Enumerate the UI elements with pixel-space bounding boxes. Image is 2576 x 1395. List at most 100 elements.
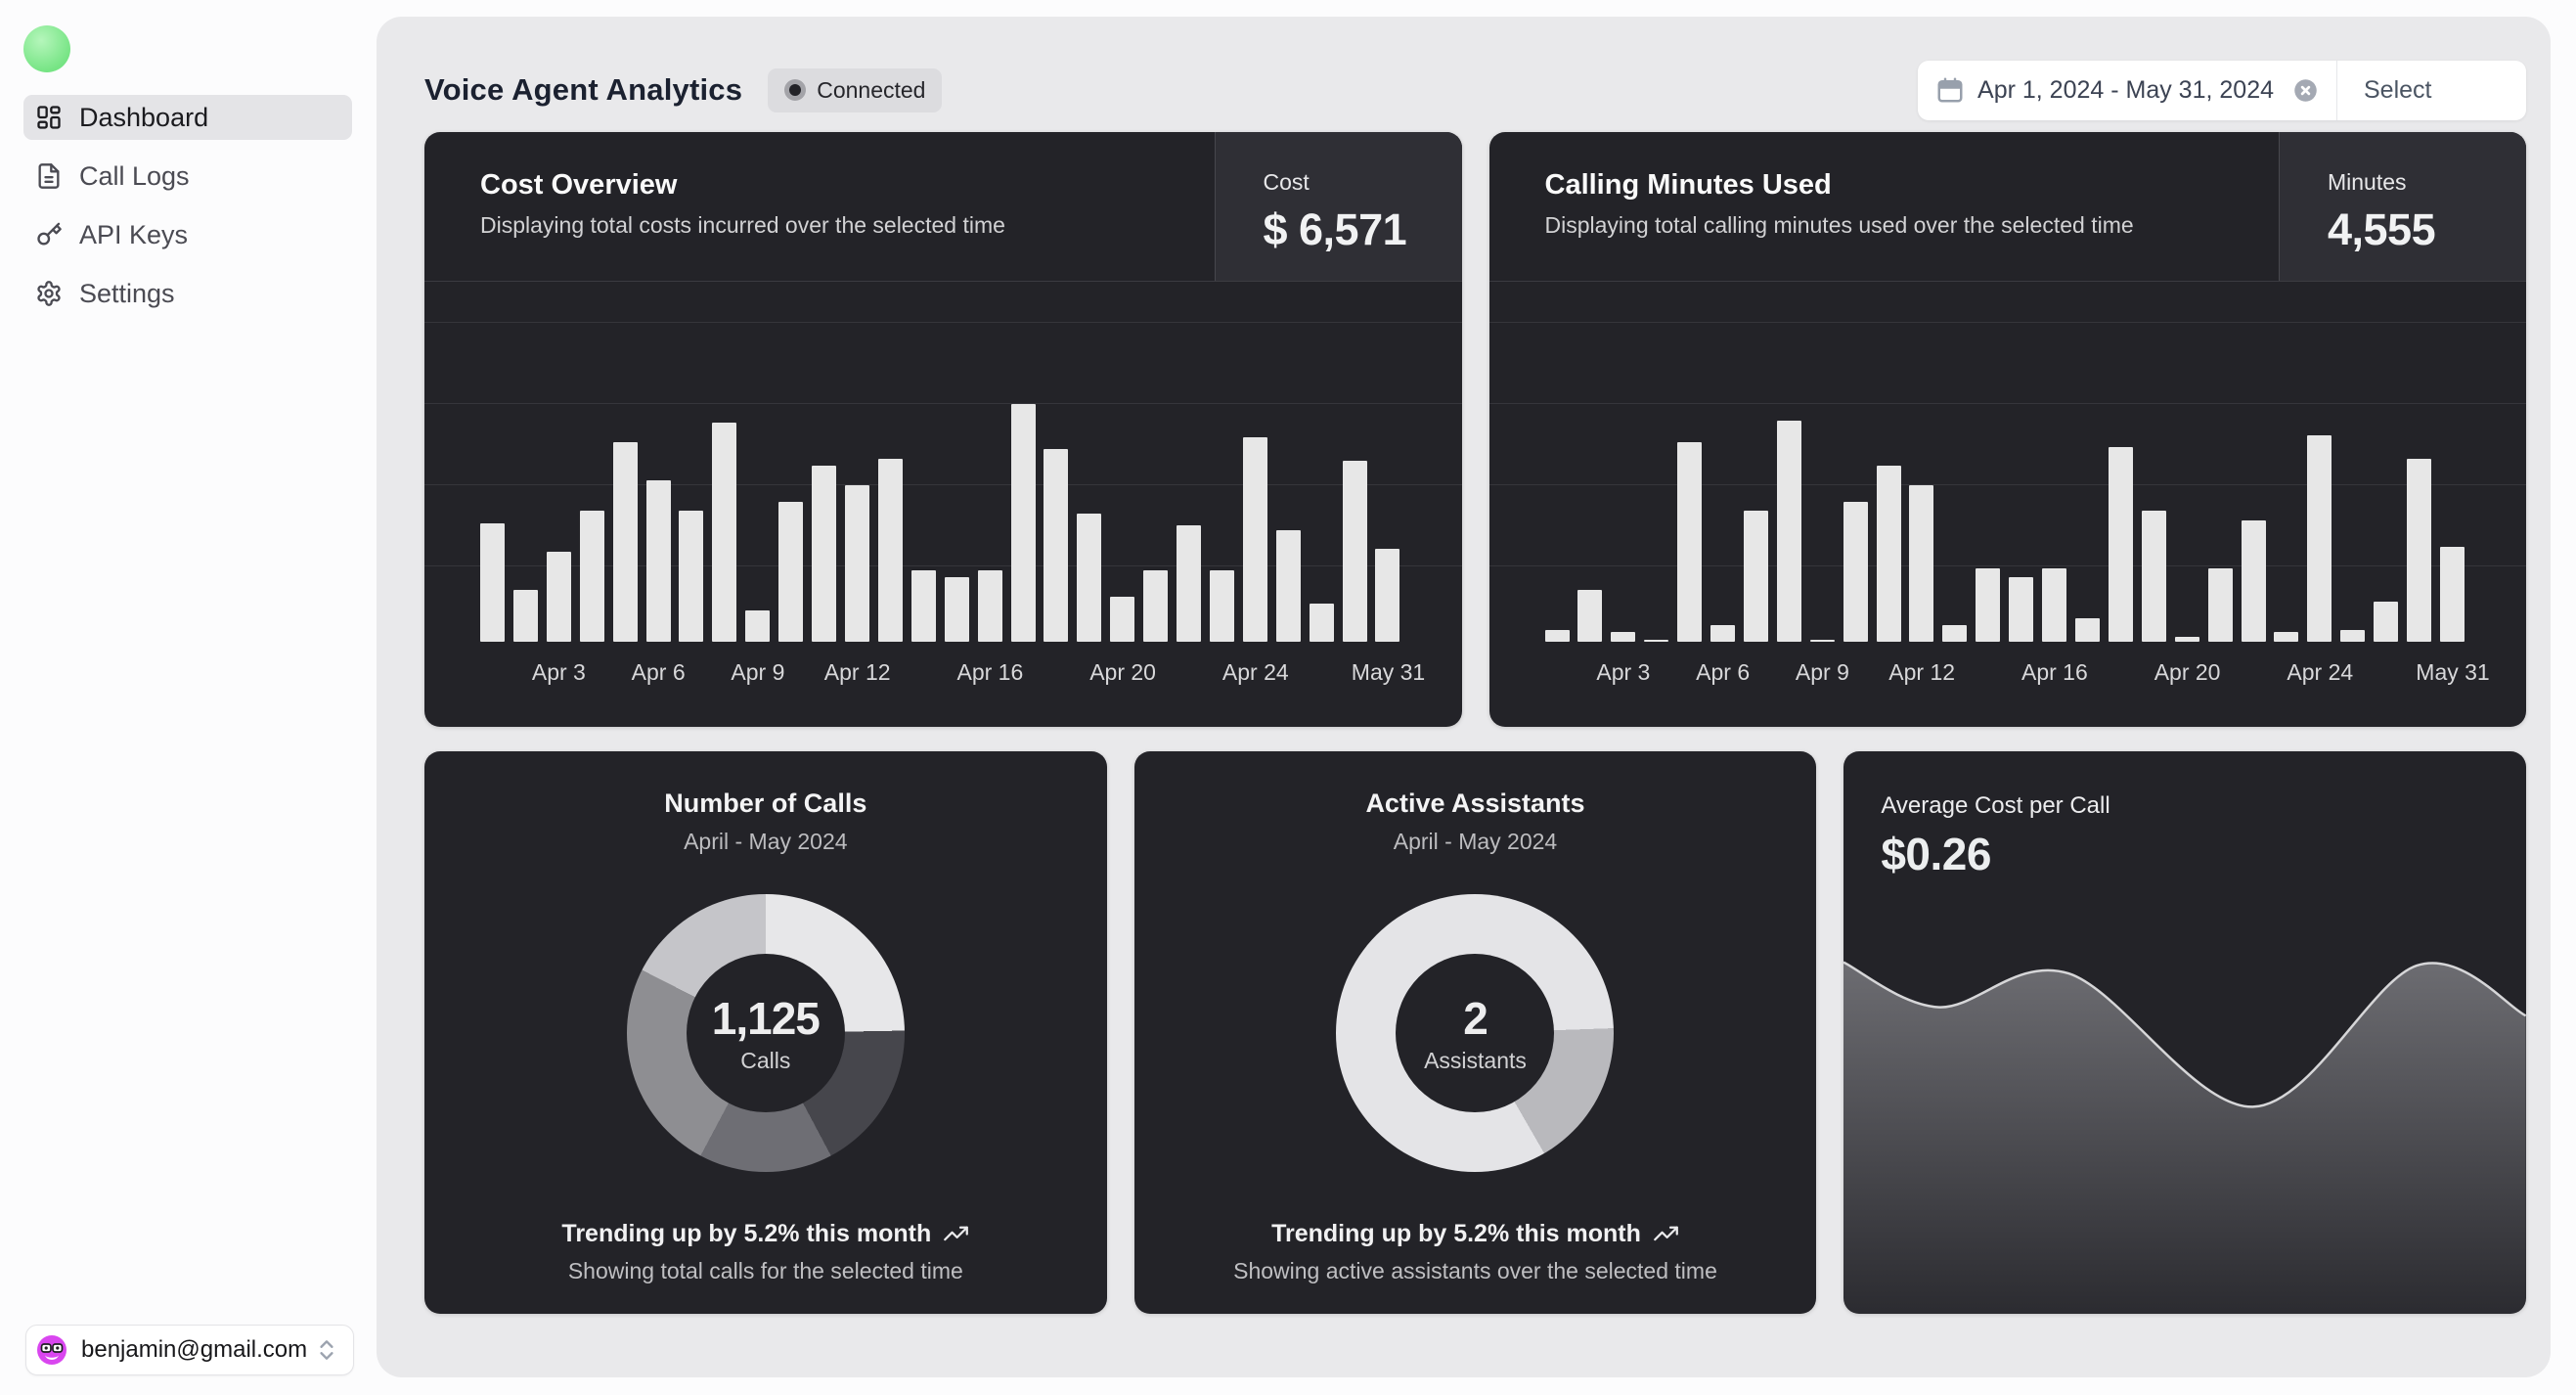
cost-card-title: Cost Overview xyxy=(480,169,678,201)
bar xyxy=(1710,625,1736,642)
x-tick-label: Apr 24 xyxy=(2287,659,2354,685)
bar xyxy=(1577,589,1603,642)
x-tick-label: Apr 3 xyxy=(531,659,586,685)
date-range-control: Apr 1, 2024 - May 31, 2024 Select xyxy=(1918,60,2526,120)
cost-bars xyxy=(480,282,1400,642)
avg-cost-area-chart xyxy=(1843,961,2526,1314)
average-cost-card: Average Cost per Call $0.26 xyxy=(1843,751,2526,1314)
calendar-icon xyxy=(1935,75,1965,105)
bar xyxy=(2207,567,2233,642)
bar xyxy=(512,589,538,642)
assistants-card-footer: Trending up by 5.2% this month Showing a… xyxy=(1134,1220,1817,1284)
bar xyxy=(1077,513,1102,642)
x-tick-label: Apr 12 xyxy=(1888,659,1956,685)
user-account-button[interactable]: benjamin@gmail.com xyxy=(25,1325,354,1375)
cost-x-axis-labels: Apr 3 Apr 6 Apr 9 Apr 12 Apr 16 Apr 20 Apr 24 M… xyxy=(480,659,1425,689)
bar xyxy=(1544,629,1570,642)
sidebar-item-call-logs[interactable]: Call Logs xyxy=(23,154,352,199)
status-dot-icon xyxy=(784,79,807,101)
bar xyxy=(2141,511,2166,642)
bar xyxy=(1242,437,1267,642)
x-tick-label: Apr 16 xyxy=(2021,659,2088,685)
avg-cost-value: $0.26 xyxy=(1881,829,1991,879)
date-range-value: Apr 1, 2024 - May 31, 2024 xyxy=(1977,75,2274,104)
assistants-trend-text: Trending up by 5.2% this month xyxy=(1271,1220,1641,1247)
date-select-label: Select xyxy=(2364,75,2432,104)
x-tick-label: Apr 24 xyxy=(1221,659,1289,685)
bar xyxy=(1776,421,1801,642)
bar xyxy=(844,484,869,642)
calls-total-value: 1,125 xyxy=(711,993,821,1044)
calls-footnote: Showing total calls for the selected tim… xyxy=(567,1258,963,1283)
bar xyxy=(2340,629,2366,642)
x-tick-label: May 31 xyxy=(1351,659,1426,685)
sidebar-item-settings[interactable]: Settings xyxy=(23,271,352,316)
bar xyxy=(778,501,804,642)
bar xyxy=(612,441,638,642)
bar xyxy=(1044,449,1069,642)
bar xyxy=(1309,604,1334,642)
x-tick-label: Apr 6 xyxy=(631,659,686,685)
date-range-button[interactable]: Apr 1, 2024 - May 31, 2024 xyxy=(1918,61,2336,120)
x-tick-label: Apr 3 xyxy=(1596,659,1651,685)
bar xyxy=(2108,446,2133,642)
minutes-card-subtitle: Displaying total calling minutes used ov… xyxy=(1544,212,2134,238)
bar xyxy=(1611,632,1636,642)
x-tick-label: Apr 20 xyxy=(2154,659,2221,685)
clear-date-button[interactable] xyxy=(2292,77,2319,104)
bar xyxy=(2374,601,2399,642)
date-select-button[interactable]: Select xyxy=(2337,61,2526,120)
x-tick-label: Apr 16 xyxy=(956,659,1024,685)
avg-cost-title: Average Cost per Call xyxy=(1881,792,2110,819)
bar xyxy=(1342,461,1367,642)
cost-stat-label: Cost xyxy=(1263,169,1310,195)
bar xyxy=(2009,577,2034,642)
user-avatar xyxy=(36,1334,67,1366)
calls-card-title: Number of Calls xyxy=(664,788,867,818)
bar xyxy=(1743,511,1768,642)
cost-bar-chart: Apr 3 Apr 6 Apr 9 Apr 12 Apr 16 Apr 20 Apr 24 M… xyxy=(424,282,1462,727)
bar xyxy=(2042,567,2067,642)
minutes-stat-value: 4,555 xyxy=(2328,204,2436,254)
calls-total-unit: Calls xyxy=(740,1048,791,1073)
x-tick-label: Apr 20 xyxy=(1089,659,1156,685)
bar xyxy=(812,466,837,642)
calls-donut-chart: 1,125 Calls xyxy=(626,894,905,1172)
bar xyxy=(645,479,671,642)
sidebar: Dashboard Call Logs API Keys Settings benja… xyxy=(0,0,377,1395)
assistants-total-value: 2 xyxy=(1463,993,1488,1044)
bar xyxy=(2174,637,2199,642)
calls-card-footer: Trending up by 5.2% this month Showing t… xyxy=(424,1220,1107,1284)
minutes-x-axis-labels: Apr 3 Apr 6 Apr 9 Apr 12 Apr 16 Apr 20 Apr 24 M… xyxy=(1545,659,2489,689)
charts-row: Cost Overview Displaying total costs inc… xyxy=(424,132,2526,727)
active-assistants-card: Active Assistants April - May 2024 2 Ass… xyxy=(1133,751,1817,1314)
sidebar-item-api-keys[interactable]: API Keys xyxy=(23,212,352,257)
bar xyxy=(1843,501,1868,642)
bar xyxy=(2241,520,2266,642)
sidebar-item-dashboard[interactable]: Dashboard xyxy=(23,95,352,140)
bar xyxy=(2075,617,2100,642)
stats-row: Number of Calls April - May 2024 1,125 C… xyxy=(424,751,2526,1314)
bar xyxy=(1275,529,1301,642)
bar xyxy=(1110,596,1135,642)
main-panel: Voice Agent Analytics Connected Apr 1, 2… xyxy=(377,17,2551,1377)
x-tick-label: Apr 9 xyxy=(731,659,785,685)
minutes-card-header: Calling Minutes Used Displaying total ca… xyxy=(1488,132,2526,282)
status-badge-label: Connected xyxy=(817,76,926,103)
app-logo xyxy=(23,25,70,72)
calls-trend-text: Trending up by 5.2% this month xyxy=(561,1220,932,1247)
status-badge: Connected xyxy=(768,68,943,112)
x-tick-label: Apr 9 xyxy=(1795,659,1849,685)
divider xyxy=(2336,60,2337,120)
bar xyxy=(910,570,936,642)
bar xyxy=(1177,524,1202,642)
gear-icon xyxy=(35,280,63,307)
bar xyxy=(745,610,771,642)
cost-card-subtitle: Displaying total costs incurred over the… xyxy=(480,212,1005,238)
assistants-donut-chart: 2 Assistants xyxy=(1336,894,1615,1172)
x-tick-label: Apr 12 xyxy=(823,659,891,685)
chevrons-up-down-icon xyxy=(314,1337,339,1363)
bar xyxy=(1677,441,1703,642)
bar xyxy=(2407,458,2432,642)
x-tick-label: May 31 xyxy=(2416,659,2490,685)
